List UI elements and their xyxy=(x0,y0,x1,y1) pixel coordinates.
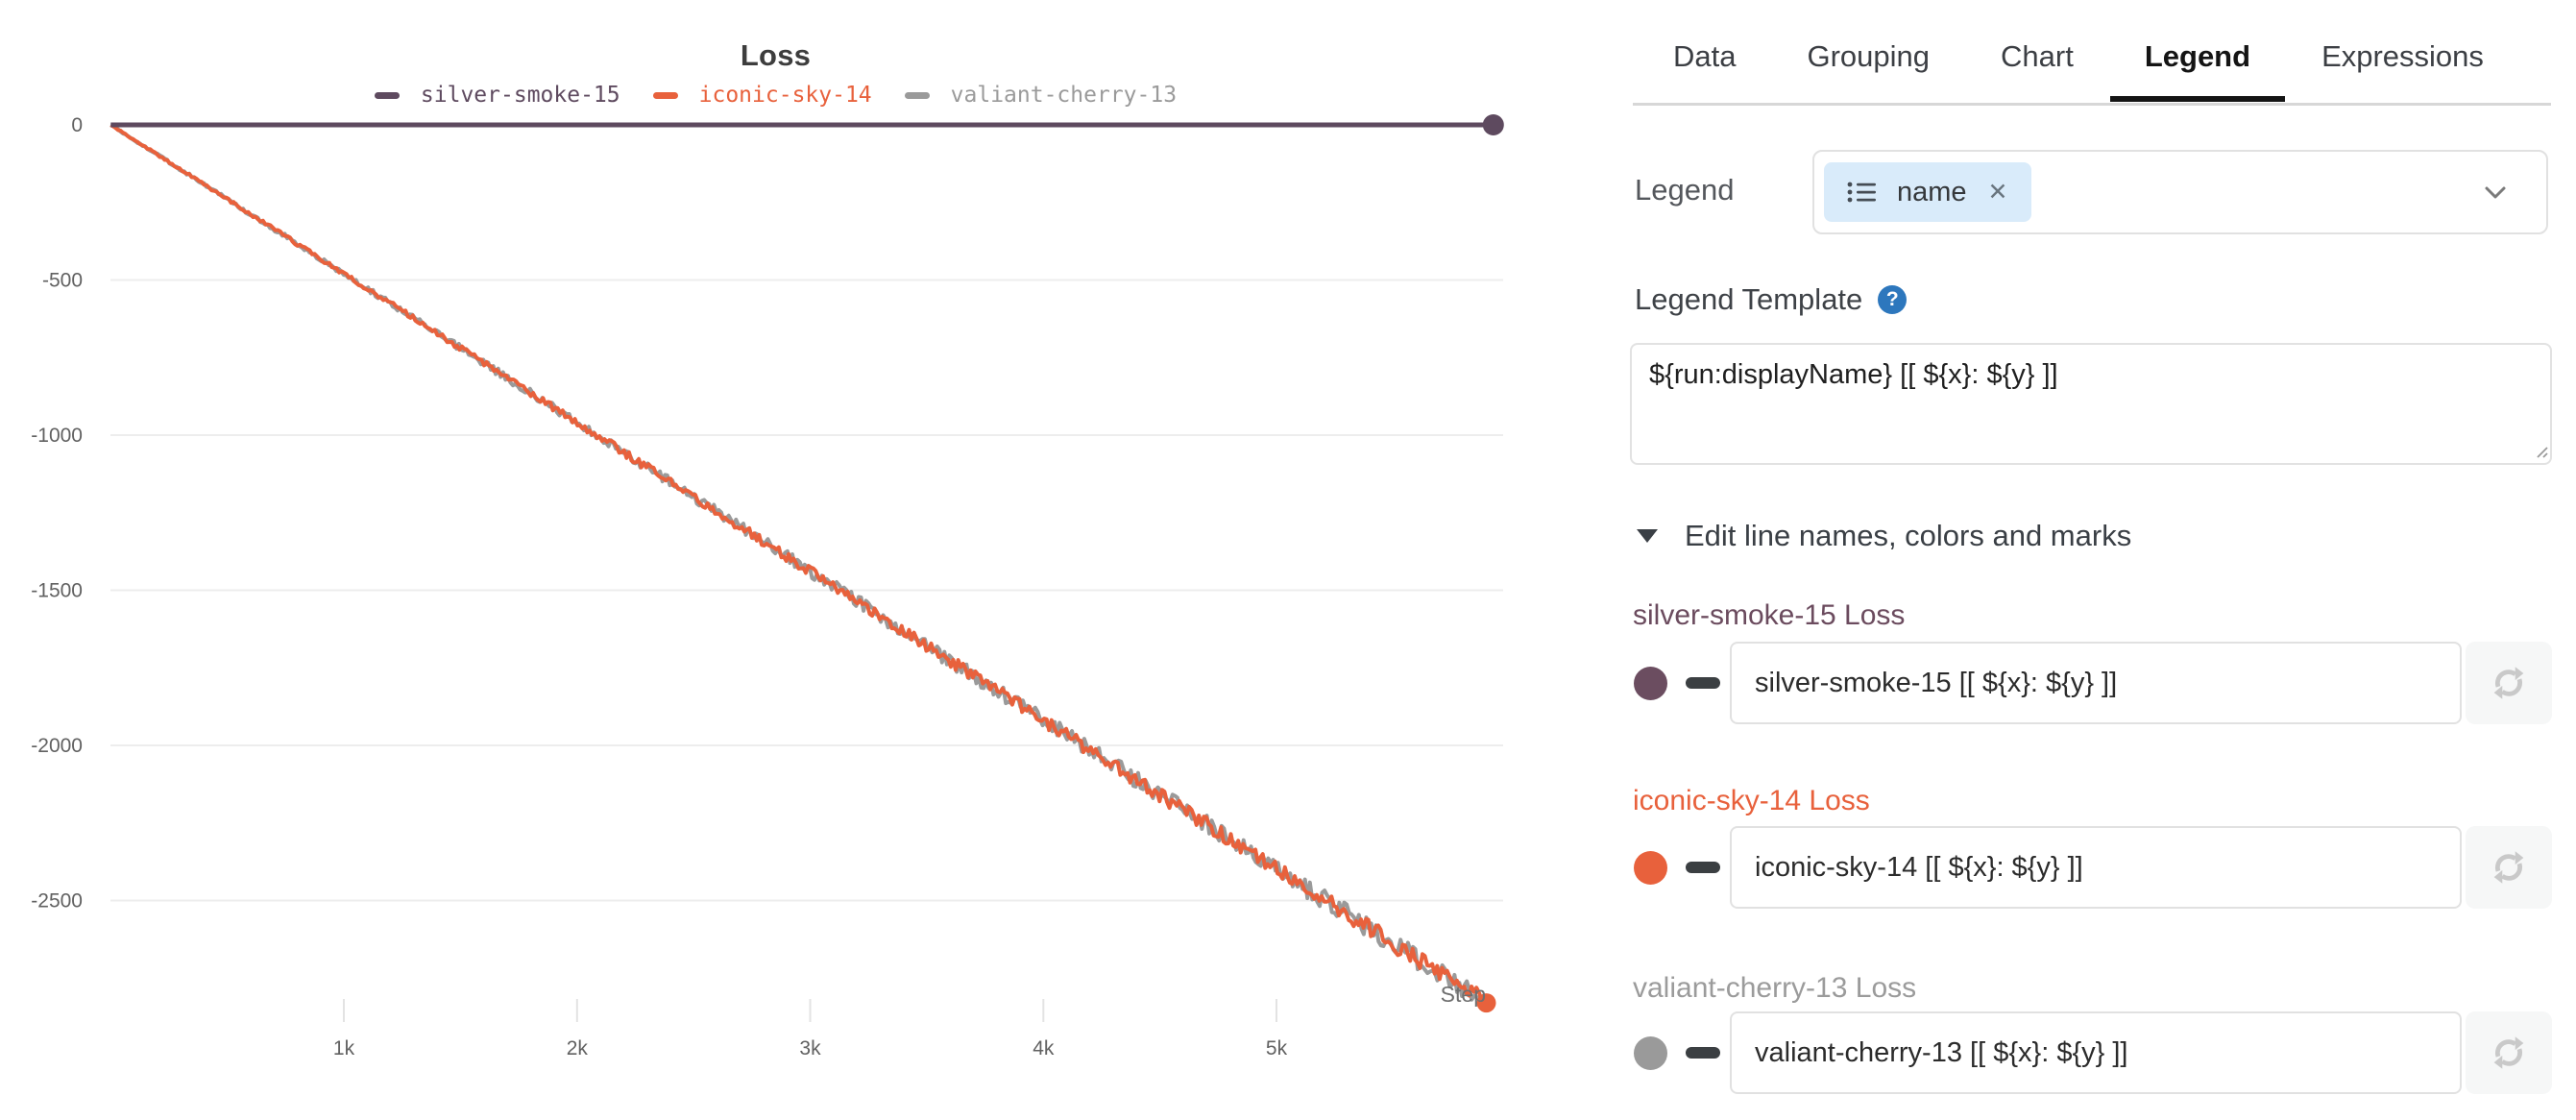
legend-item-valiant-cherry-13: valiant-cherry-13 xyxy=(904,83,1178,108)
run-name-input[interactable] xyxy=(1730,642,2462,724)
panel-tabbar: Data Grouping Chart Legend Expressions xyxy=(1633,0,2551,106)
x-tick-label: 2k xyxy=(567,1037,589,1059)
legend-template-input[interactable]: ${run:displayName} [[ ${x}: ${y} ]] xyxy=(1630,343,2552,465)
x-axis-title: Step xyxy=(1441,982,1486,1007)
list-icon xyxy=(1847,182,1876,203)
x-tick-label: 3k xyxy=(799,1037,821,1059)
color-swatch-button[interactable] xyxy=(1634,1035,1667,1070)
x-tick-label: 1k xyxy=(333,1037,355,1059)
x-tick-label: 4k xyxy=(1033,1037,1055,1059)
tab-data[interactable]: Data xyxy=(1673,38,1737,73)
edit-lines-label: Edit line names, colors and marks xyxy=(1685,519,2132,552)
triangle-down-icon xyxy=(1637,529,1658,543)
chart-title: Loss xyxy=(740,38,812,72)
reset-name-button[interactable] xyxy=(2466,642,2552,724)
help-icon[interactable]: ? xyxy=(1878,285,1908,314)
remove-tag-icon[interactable]: ✕ xyxy=(1987,178,2008,206)
run-row-silver-smoke-15 xyxy=(1633,641,2553,725)
textarea-resize-handle[interactable] xyxy=(2534,444,2549,459)
legend-item-silver-smoke-15: silver-smoke-15 xyxy=(374,83,620,108)
tab-grouping[interactable]: Grouping xyxy=(1807,38,1931,73)
run-name-input[interactable] xyxy=(1730,826,2462,909)
y-tick-label: -2000 xyxy=(31,735,83,757)
legend-field-label: Legend xyxy=(1635,173,1735,207)
chart-legend: silver-smoke-15 iconic-sky-14 valiant-ch… xyxy=(110,83,1441,108)
loss-chart-panel: Loss silver-smoke-15 iconic-sky-14 valia… xyxy=(0,0,1594,1120)
legend-dash-swatch xyxy=(652,91,678,99)
chevron-down-icon[interactable] xyxy=(2481,183,2510,203)
line-mark-button[interactable] xyxy=(1686,862,1720,873)
iconic-sky-14-endpoint-dot xyxy=(1476,993,1496,1013)
tab-legend[interactable]: Legend xyxy=(2109,38,2286,102)
panel-config: Data Grouping Chart Legend Expressions L… xyxy=(1630,0,2553,1120)
edit-lines-collapse-toggle[interactable]: Edit line names, colors and marks xyxy=(1637,519,2131,553)
refresh-icon xyxy=(2493,851,2524,884)
loss-plot-area[interactable]: 0 -500 -1000 -1500 -2000 -2500 1k 2k 3k 4k 5k Step xyxy=(0,0,1594,1120)
y-tick-label: 0 xyxy=(71,114,83,136)
run-row-iconic-sky-14 xyxy=(1633,825,2553,910)
legend-template-label: Legend Template xyxy=(1635,282,1863,316)
line-mark-button[interactable] xyxy=(1686,677,1720,689)
run-heading-silver-smoke-15: silver-smoke-15 Loss xyxy=(1633,599,1906,631)
run-row-valiant-cherry-13 xyxy=(1633,1010,2553,1095)
legend-item-label: silver-smoke-15 xyxy=(420,83,620,108)
refresh-icon xyxy=(2493,667,2524,699)
y-tick-label: -2500 xyxy=(31,890,83,913)
tab-expressions[interactable]: Expressions xyxy=(2321,38,2484,73)
y-tick-label: -1000 xyxy=(31,425,83,447)
run-heading-valiant-cherry-13: valiant-cherry-13 Loss xyxy=(1633,972,1917,1004)
legend-tag-label: name xyxy=(1897,176,1967,207)
line-mark-button[interactable] xyxy=(1686,1047,1720,1059)
reset-name-button[interactable] xyxy=(2466,826,2552,909)
y-tick-label: -1500 xyxy=(31,580,83,602)
reset-name-button[interactable] xyxy=(2466,1011,2552,1094)
refresh-icon xyxy=(2493,1036,2524,1069)
y-tick-label: -500 xyxy=(42,270,83,292)
color-swatch-button[interactable] xyxy=(1634,666,1667,700)
silver-smoke-15-endpoint-dot xyxy=(1482,114,1504,135)
legend-item-label: valiant-cherry-13 xyxy=(950,83,1178,108)
legend-field-tag-name[interactable]: name ✕ xyxy=(1824,162,2031,222)
legend-dash-swatch xyxy=(904,91,930,99)
run-heading-iconic-sky-14: iconic-sky-14 Loss xyxy=(1633,785,1870,816)
x-tick-label: 5k xyxy=(1266,1037,1288,1059)
legend-item-iconic-sky-14: iconic-sky-14 xyxy=(652,83,872,108)
color-swatch-button[interactable] xyxy=(1634,850,1667,885)
run-name-input[interactable] xyxy=(1730,1011,2462,1094)
legend-item-label: iconic-sky-14 xyxy=(698,83,872,108)
tab-chart[interactable]: Chart xyxy=(2001,38,2074,73)
legend-template-header: Legend Template ? xyxy=(1635,282,1908,317)
legend-field-select[interactable]: name ✕ xyxy=(1812,150,2548,234)
legend-dash-swatch xyxy=(374,91,400,99)
iconic-sky-14-line xyxy=(109,123,1489,1011)
